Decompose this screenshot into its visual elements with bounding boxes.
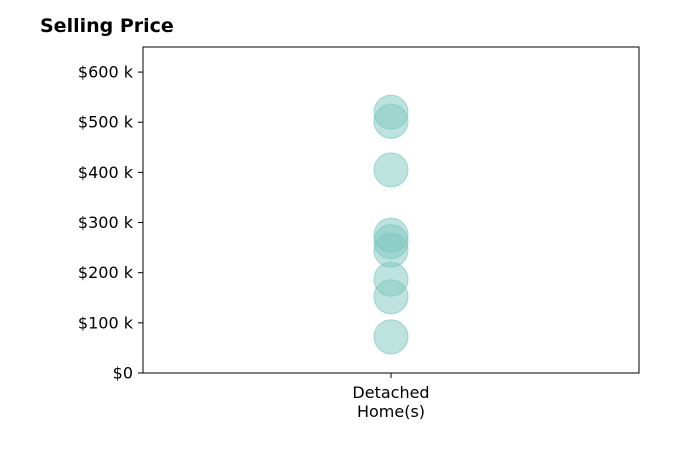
chart-title: Selling Price [40, 15, 174, 37]
y-tick-label: $300 k [78, 213, 134, 232]
x-tick-label: Detached Home(s) [352, 383, 429, 421]
y-tick-label: $100 k [78, 313, 134, 332]
y-axis: $0 $100 k $200 k $300 k $400 k $500 k $600 k [78, 63, 143, 383]
points-layer [373, 94, 409, 355]
data-point [373, 319, 409, 355]
x-axis: Detached Home(s) [352, 373, 430, 421]
y-tick-label: $600 k [78, 63, 134, 82]
y-tick-label: $200 k [78, 263, 134, 282]
y-tick-label: $500 k [78, 113, 134, 132]
data-point [373, 152, 409, 188]
data-point [373, 94, 409, 130]
data-point [373, 217, 409, 253]
y-tick-label: $400 k [78, 163, 134, 182]
y-tick-label: $0 [113, 364, 133, 383]
